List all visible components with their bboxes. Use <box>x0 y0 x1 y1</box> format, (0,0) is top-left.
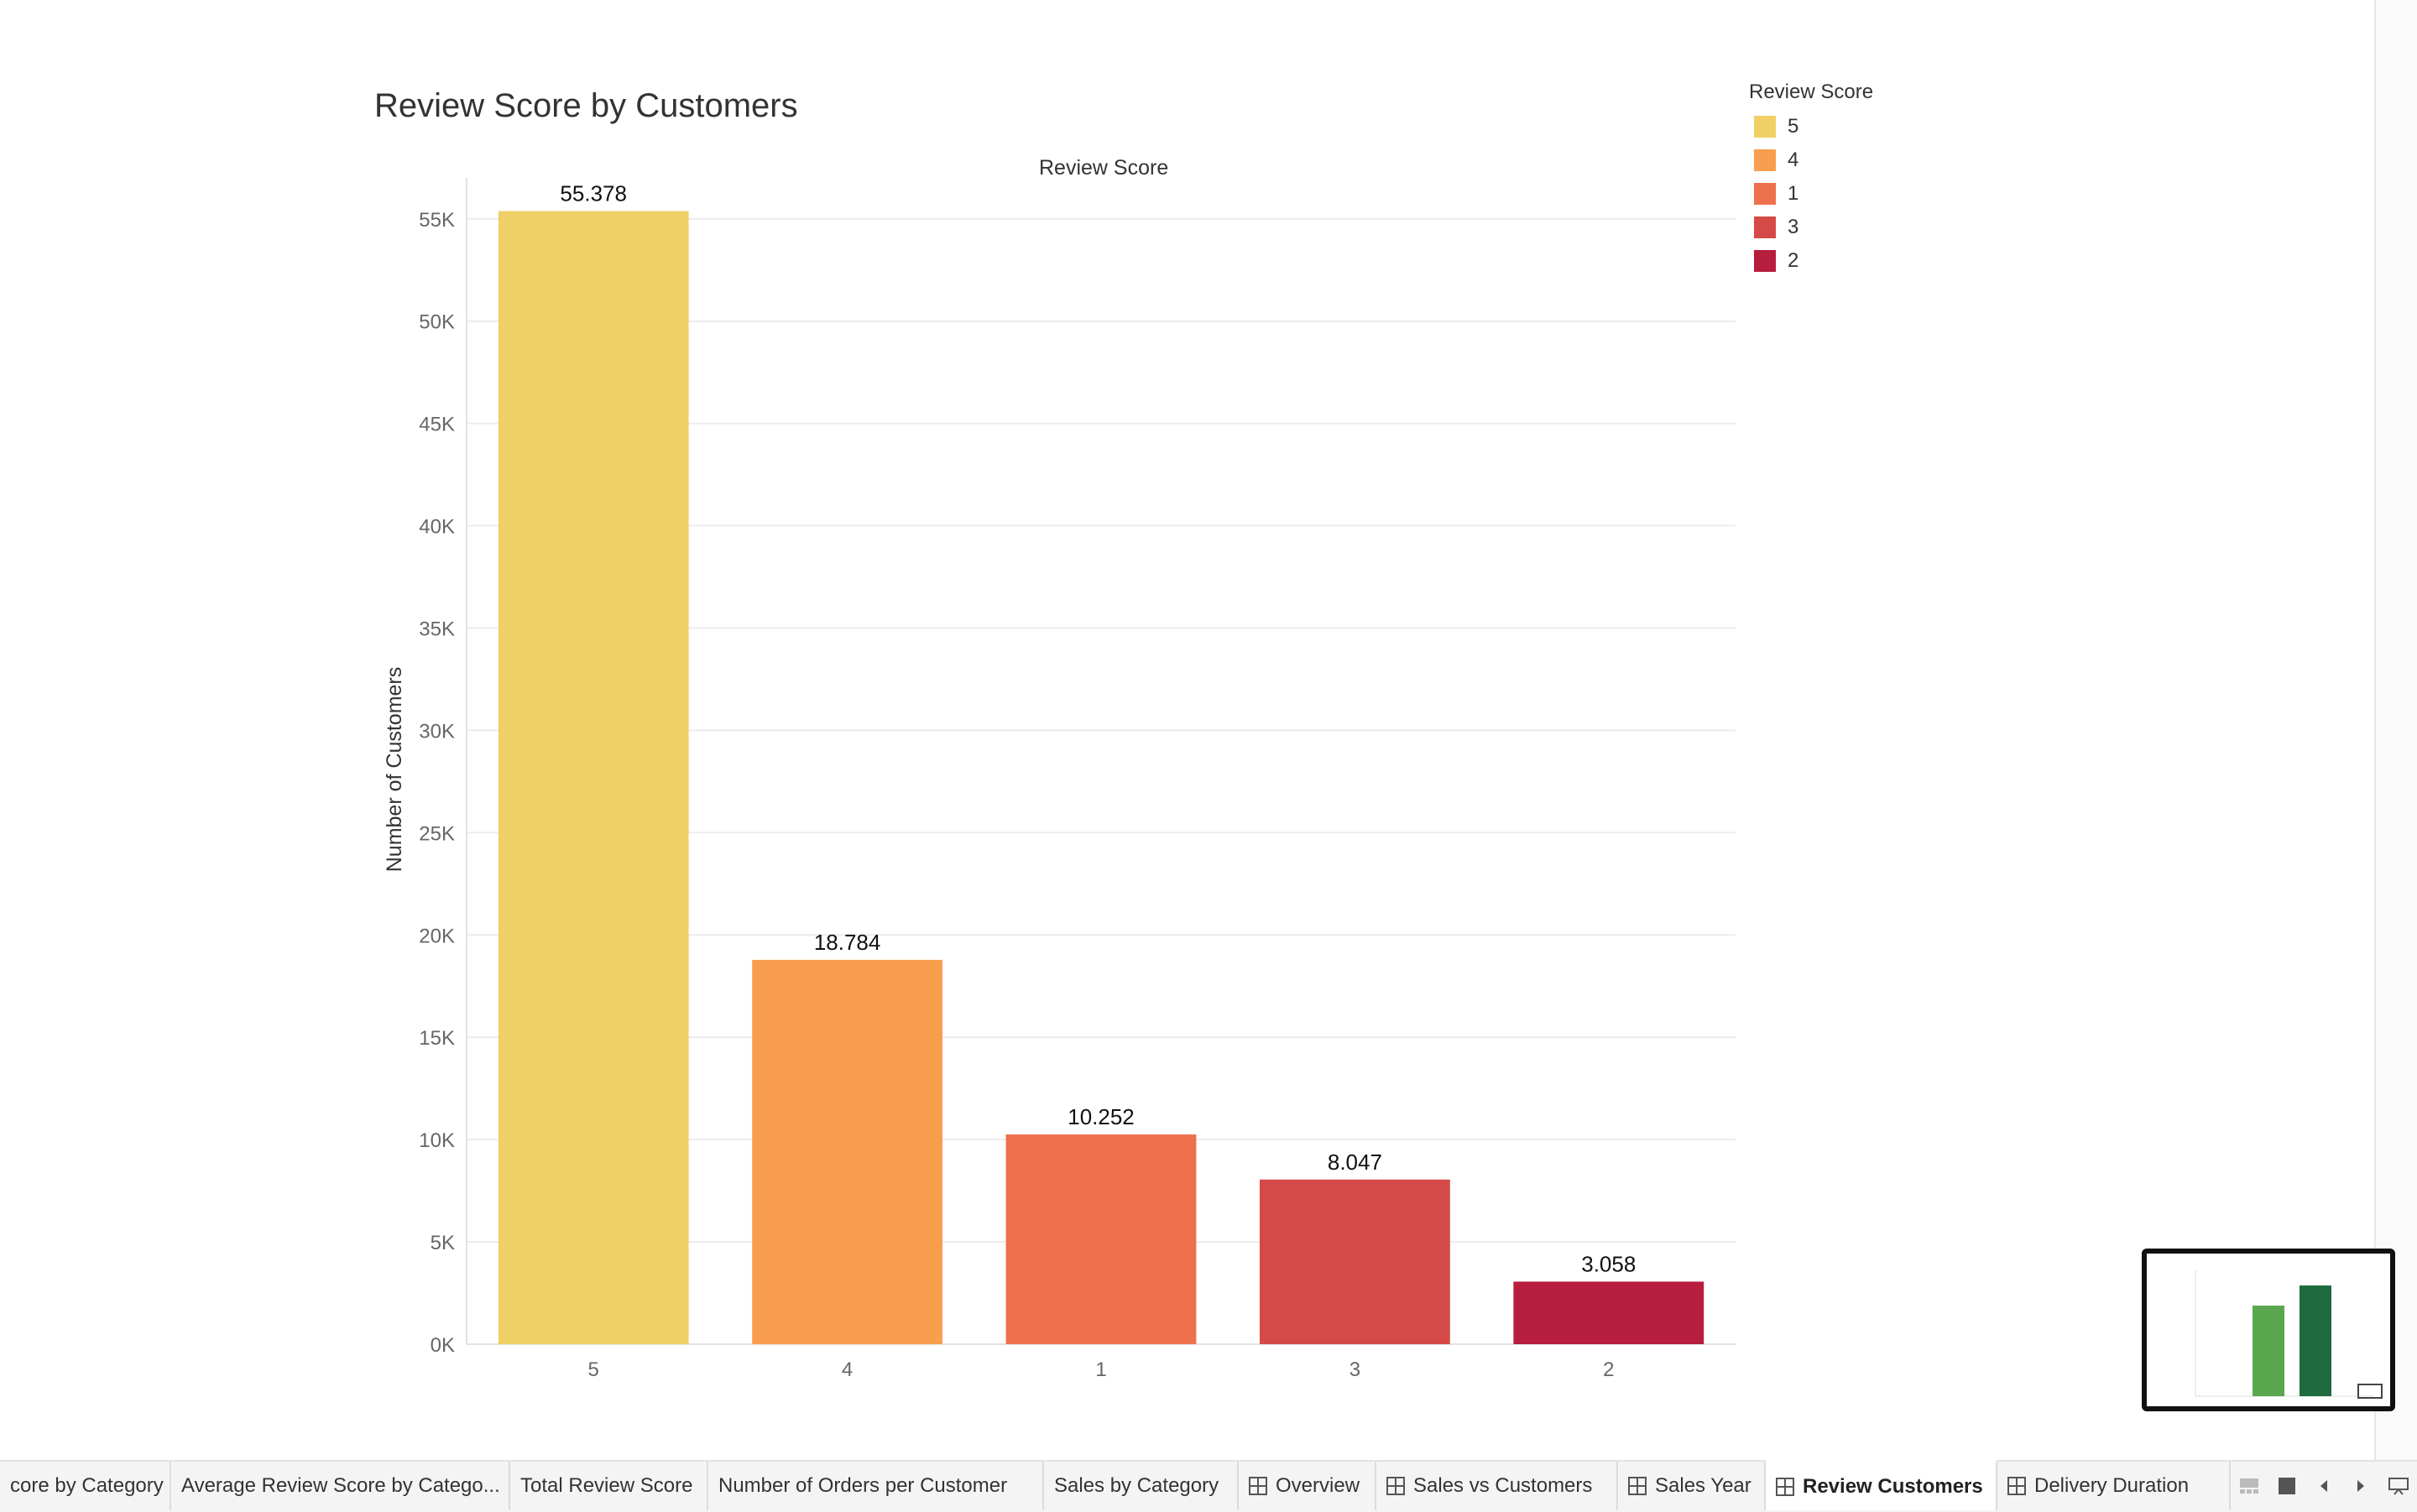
legend-swatch <box>1754 216 1776 238</box>
thumbnail-mini-chart <box>2195 1270 2383 1399</box>
x-tick-label: 1 <box>1095 1358 1106 1381</box>
tab-label: Review Customers <box>1803 1474 1983 1498</box>
bar-chart[interactable]: 0K 5K 10K 15K 20K 25K 30K 35K 40K 45K 50K 55K Number… <box>0 0 1779 1426</box>
y-tick-label: 20K <box>419 925 455 947</box>
y-tick-label: 5K <box>431 1232 455 1254</box>
legend-item-3[interactable]: 3 <box>1754 215 1798 240</box>
y-tick-label: 50K <box>419 311 455 334</box>
bar-data-label: 55.378 <box>560 181 627 206</box>
y-tick-label: 25K <box>419 822 455 845</box>
legend-swatch <box>1754 116 1776 138</box>
legend-title: Review Score <box>1749 81 1874 103</box>
tab-delivery-duration[interactable]: Delivery Duration <box>1997 1462 2231 1510</box>
tab-label: Sales Year <box>1655 1474 1751 1497</box>
y-tick-label: 0K <box>431 1334 455 1357</box>
tab-overview[interactable]: Overview <box>1239 1462 1376 1510</box>
tab-label: Number of Orders per Customer <box>718 1474 1008 1497</box>
tab-label: Sales vs Customers <box>1413 1474 1593 1497</box>
tab-sales-year[interactable]: Sales Year <box>1618 1462 1766 1510</box>
legend-swatch <box>1754 183 1776 205</box>
bar-review-score-1[interactable] <box>1005 1134 1197 1344</box>
y-tick-label: 35K <box>419 618 455 640</box>
tab-sales-by-category[interactable]: Sales by Category <box>1044 1462 1239 1510</box>
sheet-tab-bar: core by Category Average Review Score by… <box>0 1460 2417 1512</box>
tab-label: Average Review Score by Catego... <box>181 1474 500 1497</box>
tab-number-of-orders-per-customer[interactable]: Number of Orders per Customer <box>708 1462 1044 1510</box>
legend-swatch <box>1754 149 1776 171</box>
tab-label: Overview <box>1276 1474 1360 1497</box>
legend-label: 4 <box>1788 149 1799 171</box>
tab-score-by-category[interactable]: core by Category <box>0 1462 171 1510</box>
y-tick-label: 55K <box>419 209 455 232</box>
column-header-review-score: Review Score <box>1039 156 1169 180</box>
legend-label: 5 <box>1788 115 1799 138</box>
bar-data-label: 10.252 <box>1068 1104 1135 1129</box>
legend-item-4[interactable]: 4 <box>1754 148 1798 173</box>
x-tick-label: 2 <box>1603 1358 1614 1381</box>
legend-item-1[interactable]: 1 <box>1754 181 1798 206</box>
thumbnail-bar <box>2300 1285 2331 1396</box>
dashboard-grid-icon <box>2007 1477 2026 1495</box>
tab-label: Sales by Category <box>1054 1474 1219 1497</box>
bar-data-label: 8.047 <box>1328 1150 1382 1175</box>
bar-review-score-2[interactable] <box>1513 1281 1704 1344</box>
legend-swatch <box>1754 250 1776 272</box>
vertical-scrollbar[interactable] <box>2374 0 2417 1460</box>
bar-review-score-5[interactable] <box>498 211 689 1344</box>
sheet-view-icon[interactable] <box>2276 1475 2298 1497</box>
filmstrip-view-icon[interactable] <box>2238 1475 2260 1497</box>
legend-label: 2 <box>1788 249 1799 272</box>
tab-bar-controls <box>2231 1462 2417 1510</box>
previous-sheet-icon[interactable] <box>2313 1475 2335 1497</box>
dashboard-grid-icon <box>1386 1477 1405 1495</box>
bar-data-label: 3.058 <box>1581 1251 1636 1276</box>
y-tick-label: 30K <box>419 720 455 743</box>
legend-label: 3 <box>1788 216 1799 238</box>
tab-label: Delivery Duration <box>2034 1474 2190 1497</box>
y-tick-label: 40K <box>419 516 455 539</box>
x-tick-label: 4 <box>842 1358 853 1381</box>
legend-item-2[interactable]: 2 <box>1754 248 1798 274</box>
tab-average-review-score-by-category[interactable]: Average Review Score by Catego... <box>171 1462 510 1510</box>
tab-review-customers[interactable]: Review Customers <box>1766 1460 1997 1510</box>
bar-data-label: 18.784 <box>814 930 881 955</box>
tab-total-review-score[interactable]: Total Review Score <box>510 1462 708 1510</box>
y-axis-title: Number of Customers <box>383 667 406 873</box>
tab-label: Total Review Score <box>520 1474 693 1497</box>
sheet-title: Review Score by Customers <box>374 87 798 124</box>
bar-review-score-4[interactable] <box>752 959 942 1344</box>
dashboard-grid-icon <box>1628 1477 1647 1495</box>
dashboard-thumbnail-preview[interactable] <box>2142 1249 2395 1411</box>
presentation-mode-icon[interactable] <box>2388 1475 2409 1497</box>
y-tick-label: 15K <box>419 1027 455 1050</box>
thumbnail-bar <box>2253 1306 2284 1396</box>
dashboard-grid-icon <box>1776 1477 1794 1496</box>
tab-label: core by Category <box>10 1474 164 1497</box>
legend-item-5[interactable]: 5 <box>1754 114 1798 139</box>
tab-sales-vs-customers[interactable]: Sales vs Customers <box>1376 1462 1618 1510</box>
legend-label: 1 <box>1788 182 1799 205</box>
bar-review-score-3[interactable] <box>1260 1179 1450 1344</box>
dashboard-grid-icon <box>1249 1477 1267 1495</box>
x-tick-label: 5 <box>588 1358 599 1381</box>
x-tick-label: 3 <box>1349 1358 1360 1381</box>
y-tick-label: 10K <box>419 1129 455 1152</box>
y-tick-label: 45K <box>419 414 455 436</box>
next-sheet-icon[interactable] <box>2350 1475 2372 1497</box>
thumbnail-viewport-icon <box>2357 1384 2383 1399</box>
